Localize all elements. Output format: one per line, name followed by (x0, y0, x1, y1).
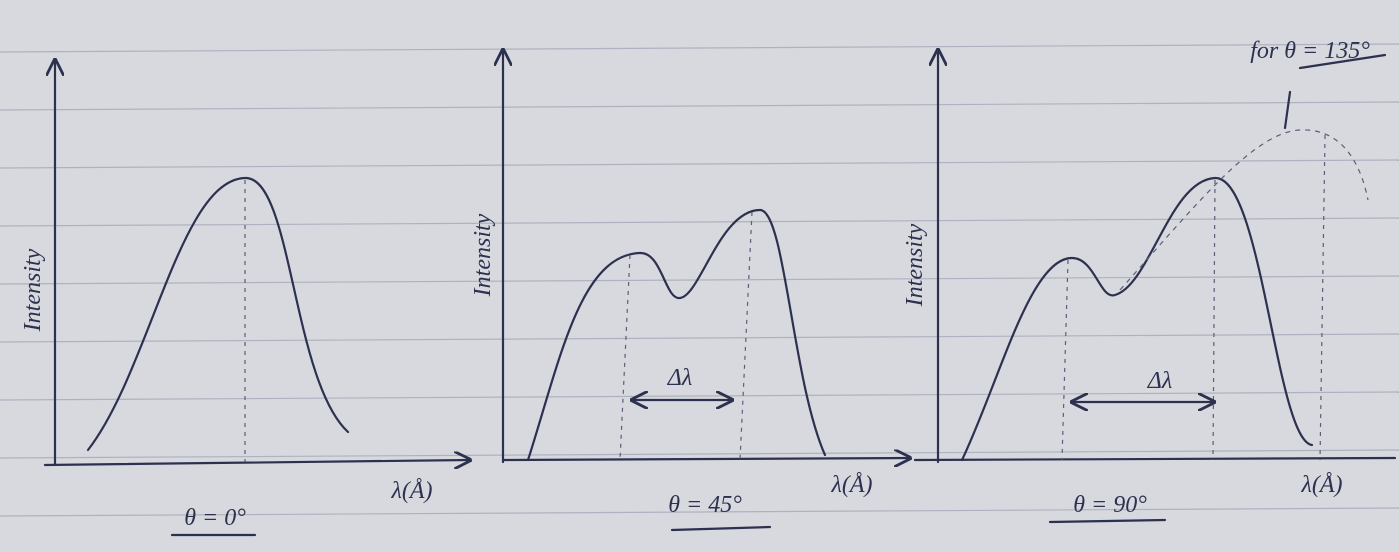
panel-2: Δλ Intensity λ(Å) θ = 45° (470, 50, 910, 532)
caption: θ = 45° (668, 492, 742, 518)
underline (1298, 53, 1387, 70)
x-axis (501, 458, 910, 460)
x-label: λ(Å) (390, 478, 432, 504)
panel-1: Intensity λ(Å) θ = 0° (20, 60, 470, 537)
panel-3: Δλ Intensity λ(Å) θ = 90° for θ = 135° (902, 38, 1397, 524)
x-axis (43, 460, 470, 465)
y-label: Intensity (470, 213, 496, 297)
x-axis (913, 456, 1397, 462)
intensity-curve (86, 176, 350, 452)
delta-label: Δλ (1147, 368, 1172, 394)
peak-line (1212, 179, 1216, 461)
peak-line (619, 254, 631, 461)
peak-line (1319, 134, 1326, 461)
x-label: λ(Å) (1300, 472, 1342, 498)
x-label: λ(Å) (830, 472, 872, 498)
y-label: Intensity (902, 223, 928, 307)
curve-135 (1119, 129, 1369, 291)
underline (670, 525, 772, 532)
y-label: Intensity (20, 248, 46, 332)
caption: θ = 0° (184, 505, 246, 531)
underline (1048, 518, 1167, 524)
peak-line (1061, 259, 1069, 461)
delta-label: Δλ (667, 365, 692, 391)
intensity-curve (960, 176, 1314, 462)
pointer (1283, 90, 1292, 130)
caption: θ = 90° (1073, 492, 1147, 518)
intensity-curve (526, 208, 827, 462)
